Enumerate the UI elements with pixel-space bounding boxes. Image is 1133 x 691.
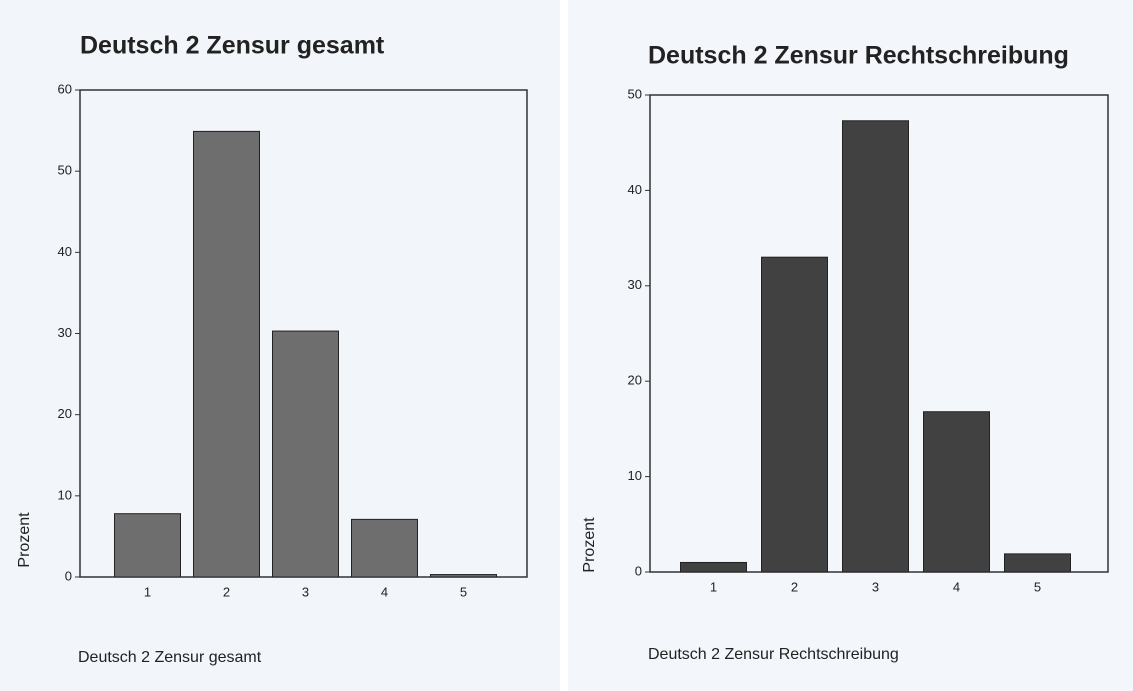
y-tick-label: 30 <box>58 325 72 340</box>
y-tick-label: 40 <box>58 244 72 259</box>
x-tick-label: 5 <box>460 584 467 599</box>
x-tick-label: 4 <box>953 579 960 594</box>
bar <box>352 519 418 577</box>
y-tick-label: 50 <box>58 163 72 178</box>
bar <box>762 257 828 572</box>
y-tick-label: 60 <box>58 81 72 96</box>
bar <box>843 121 909 572</box>
x-tick-label: 4 <box>381 584 388 599</box>
bar <box>924 412 990 572</box>
chart-title: Deutsch 2 Zensur Rechtschreibung <box>648 42 1069 70</box>
y-tick-label: 10 <box>58 487 72 502</box>
chart-title: Deutsch 2 Zensur gesamt <box>80 32 385 60</box>
y-axis-label: Prozent <box>581 517 598 573</box>
y-tick-label: 10 <box>628 468 642 483</box>
x-axis-label: Deutsch 2 Zensur gesamt <box>78 649 262 666</box>
bar <box>681 562 747 572</box>
y-tick-label: 0 <box>65 568 72 583</box>
x-tick-label: 1 <box>710 579 717 594</box>
bar <box>115 514 181 577</box>
x-tick-label: 3 <box>302 584 309 599</box>
bar <box>273 331 339 577</box>
bar <box>194 131 260 577</box>
x-tick-label: 5 <box>1034 579 1041 594</box>
bar <box>1005 554 1071 572</box>
x-tick-label: 2 <box>223 584 230 599</box>
x-tick-label: 2 <box>791 579 798 594</box>
y-tick-label: 20 <box>58 406 72 421</box>
x-axis-label: Deutsch 2 Zensur Rechtschreibung <box>648 646 899 663</box>
y-tick-label: 0 <box>635 563 642 578</box>
page: Deutsch 2 Zensur gesamt Deutsch 2 Zensur … <box>0 0 1133 691</box>
bar <box>431 575 497 577</box>
y-tick-label: 20 <box>628 373 642 388</box>
x-tick-label: 1 <box>144 584 151 599</box>
x-tick-label: 3 <box>872 579 879 594</box>
y-tick-label: 50 <box>628 86 642 101</box>
y-tick-label: 30 <box>628 277 642 292</box>
y-axis-label: Prozent <box>16 512 33 568</box>
y-tick-label: 40 <box>628 182 642 197</box>
